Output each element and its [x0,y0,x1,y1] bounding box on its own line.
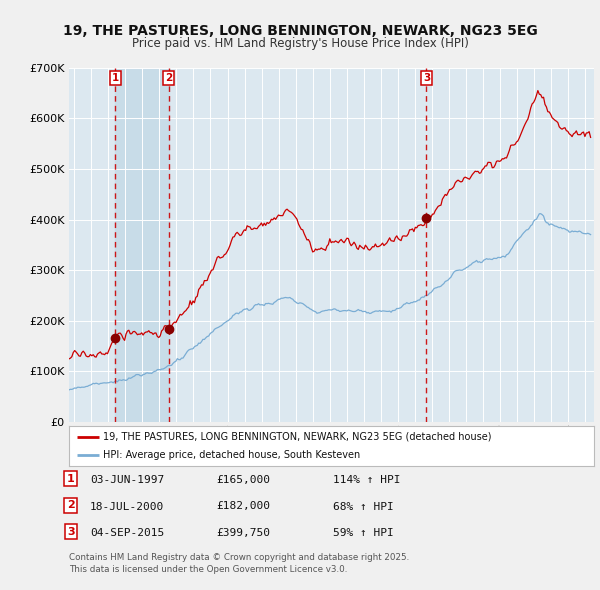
Text: 04-SEP-2015: 04-SEP-2015 [90,528,164,538]
Text: 2: 2 [165,73,172,83]
Text: HPI: Average price, detached house, South Kesteven: HPI: Average price, detached house, Sout… [103,450,361,460]
Text: Price paid vs. HM Land Registry's House Price Index (HPI): Price paid vs. HM Land Registry's House … [131,37,469,50]
Text: Contains HM Land Registry data © Crown copyright and database right 2025.
This d: Contains HM Land Registry data © Crown c… [69,553,409,574]
Text: 2: 2 [67,500,74,510]
Text: 3: 3 [423,73,430,83]
Text: 19, THE PASTURES, LONG BENNINGTON, NEWARK, NG23 5EG (detached house): 19, THE PASTURES, LONG BENNINGTON, NEWAR… [103,432,491,442]
Text: £399,750: £399,750 [216,528,270,538]
Text: 1: 1 [67,474,74,484]
Text: £165,000: £165,000 [216,475,270,485]
Text: £182,000: £182,000 [216,502,270,512]
Text: 59% ↑ HPI: 59% ↑ HPI [333,528,394,538]
Text: 3: 3 [67,527,74,537]
Text: 18-JUL-2000: 18-JUL-2000 [90,502,164,512]
Text: 1: 1 [112,73,119,83]
Text: 114% ↑ HPI: 114% ↑ HPI [333,475,401,485]
Text: 19, THE PASTURES, LONG BENNINGTON, NEWARK, NG23 5EG: 19, THE PASTURES, LONG BENNINGTON, NEWAR… [62,24,538,38]
Text: 03-JUN-1997: 03-JUN-1997 [90,475,164,485]
Bar [115,68,169,422]
Text: 68% ↑ HPI: 68% ↑ HPI [333,502,394,512]
